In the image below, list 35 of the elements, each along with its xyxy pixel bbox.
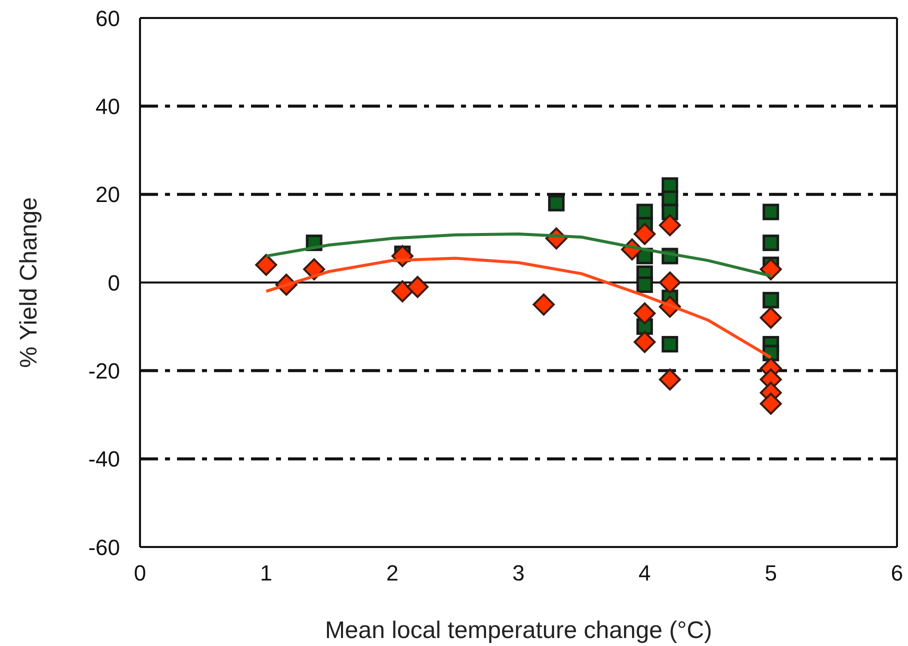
point <box>634 223 656 246</box>
point <box>760 258 782 280</box>
x-tick-label: 0 <box>134 560 146 586</box>
point <box>548 194 565 212</box>
x-axis-title: Mean local temperature change (°C) <box>324 617 712 644</box>
point <box>636 276 653 293</box>
point <box>662 336 678 352</box>
x-tick-label: 2 <box>386 560 398 586</box>
x-tick-label: 4 <box>638 560 651 586</box>
point <box>658 272 681 294</box>
x-tick-label: 1 <box>260 560 272 586</box>
point <box>532 294 555 316</box>
point <box>634 331 656 354</box>
point <box>658 368 681 390</box>
y-tick-label: 0 <box>108 270 120 296</box>
y-tick-label: 20 <box>96 182 120 208</box>
point <box>406 276 429 298</box>
point <box>762 234 780 252</box>
y-tick-label: -40 <box>88 446 120 472</box>
point <box>255 254 278 276</box>
x-tick-label: 5 <box>764 560 777 586</box>
y-tick-label: -20 <box>88 358 120 384</box>
point <box>391 280 414 302</box>
y-tick-label: 40 <box>96 94 120 119</box>
point <box>760 306 782 329</box>
point <box>762 204 780 220</box>
point <box>760 392 782 415</box>
point <box>762 292 780 308</box>
point <box>658 214 681 236</box>
point <box>634 302 656 324</box>
x-tick-label: 6 <box>890 560 904 586</box>
x-tick-label: 3 <box>512 560 525 586</box>
y-axis-title: % Yield Change <box>16 197 43 368</box>
y-tick-label: -60 <box>88 534 120 560</box>
y-tick-label: 60 <box>96 6 120 31</box>
